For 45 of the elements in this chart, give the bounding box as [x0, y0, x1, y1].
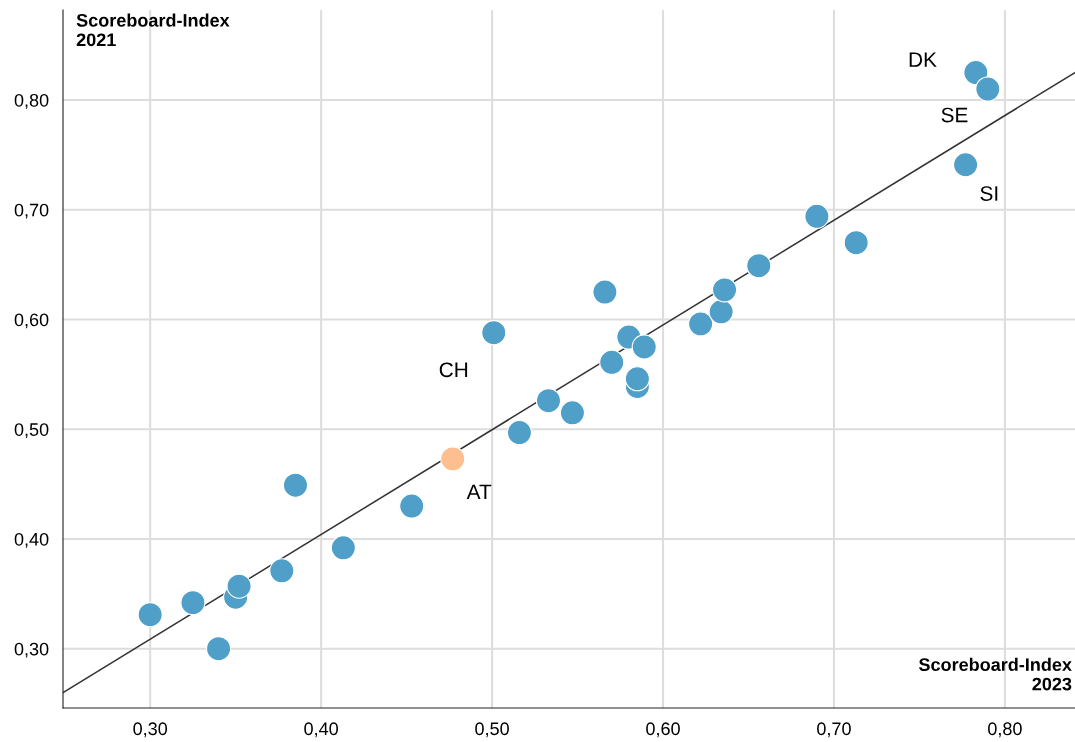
point: [953, 152, 979, 178]
y-tick-label: 0,80: [14, 93, 49, 109]
x-tick-label: 0,70: [817, 722, 851, 738]
x-tick-label: 0,60: [646, 722, 680, 738]
x-tick-label: 0,40: [304, 722, 338, 738]
point: [804, 203, 830, 229]
point: [481, 320, 507, 346]
point: [708, 299, 734, 325]
point: [137, 602, 163, 628]
point: [440, 446, 466, 472]
point: [592, 279, 618, 305]
y-tick-label: 0,40: [14, 532, 49, 548]
point: [599, 349, 625, 375]
point: [282, 472, 309, 498]
point: [631, 334, 657, 360]
y-tick-label: 0,50: [14, 423, 49, 439]
point: [963, 59, 989, 86]
y-axis-title: Scoreboard-Index 2021: [76, 13, 230, 47]
x-tick-label: 0,80: [988, 722, 1022, 738]
y-tick-label: 0,60: [14, 313, 49, 329]
annotation: SE: [941, 107, 968, 123]
annotation: SI: [980, 186, 998, 201]
point: [843, 230, 869, 256]
point: [688, 311, 714, 337]
y-tick-label: 0,70: [14, 203, 49, 219]
point: [975, 76, 1001, 102]
point: [330, 535, 356, 561]
y-tick-label: 0,30: [14, 642, 49, 658]
point: [746, 253, 772, 279]
point: [624, 366, 650, 392]
point: [180, 590, 206, 616]
point: [535, 388, 562, 414]
x-tick-label: 0,30: [133, 722, 168, 738]
point: [226, 573, 252, 599]
x-axis-title: Scoreboard-Index 2023: [918, 657, 1072, 691]
point: [506, 419, 533, 446]
annotation: DK: [909, 52, 937, 67]
point: [559, 400, 586, 426]
annotation: AT: [466, 484, 492, 499]
point: [205, 636, 232, 662]
point: [399, 493, 425, 519]
point: [711, 277, 738, 303]
annotation: CH: [439, 362, 468, 378]
point: [269, 558, 295, 584]
x-tick-label: 0,50: [475, 722, 509, 738]
